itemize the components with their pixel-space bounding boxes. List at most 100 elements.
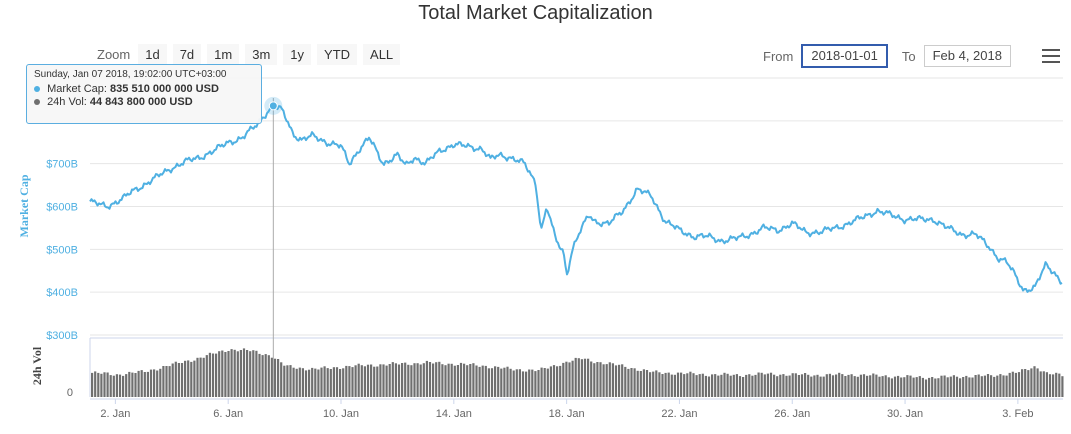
volume-bar [425,360,428,397]
volume-bar [1033,366,1036,397]
volume-bar [590,361,593,397]
volume-bar [270,357,273,397]
volume-bar [199,357,202,397]
volume-bar [962,377,965,397]
zoom-all-button[interactable]: ALL [363,44,401,65]
volume-bar [100,373,103,397]
y-tick-label: $600B [46,202,78,214]
volume-bar [165,366,168,397]
volume-bar [847,374,850,397]
volume-bar [137,370,140,397]
from-date-input[interactable]: 2018-01-01 [801,44,888,68]
volume-bar [903,377,906,397]
volume-bar [320,367,323,397]
volume-bar [971,377,974,397]
volume-bar [859,374,862,397]
volume-bar [323,366,326,397]
tooltip-volume-row: 24h Vol: 44 843 800 000 USD [34,96,254,108]
volume-bar [273,358,277,397]
volume-bar [655,370,658,397]
volume-bar [112,375,115,397]
zoom-1m-button[interactable]: 1m [207,44,240,65]
volume-bar [481,365,484,397]
volume-bar [552,365,556,397]
volume-bar [215,353,218,397]
volume-bar [218,351,221,397]
volume-bar [339,369,342,397]
from-label: From [763,48,794,64]
zoom-1y-button[interactable]: 1y [283,44,312,65]
volume-bar [1061,376,1064,397]
volume-bar [571,360,574,397]
volume-bar [658,372,661,397]
volume-bar [230,349,233,397]
volume-bar [1042,371,1045,397]
volume-bar [543,368,546,397]
volume-bar [525,371,528,397]
volume-bar [348,366,351,397]
volume-bar [211,353,215,397]
volume-bar [862,374,866,397]
volume-bar [692,373,695,397]
volume-bar [500,368,503,397]
volume-bar [221,350,224,397]
volume-bar [410,365,413,397]
volume-bar [314,368,317,397]
market-cap-line [89,104,1063,293]
volume-bar [850,374,853,397]
volume-bar [835,374,838,397]
volume-bar [357,363,360,397]
volume-bar [407,364,410,397]
volume-bar [267,355,270,397]
volume-bar [370,364,373,397]
volume-bar [937,378,940,397]
volume-bar [788,375,791,397]
volume-bar [432,363,435,397]
to-label: To [901,48,916,64]
volume-bar [1045,372,1048,397]
volume-bar [707,376,711,397]
volume-bar [636,370,639,397]
volume-bar [497,366,500,397]
volume-bar [893,376,897,397]
volume-bar [965,375,968,397]
volume-bar [928,377,931,397]
volume-bar [887,377,890,397]
volume-axis-title: 24h Vol [30,346,44,385]
volume-bar [742,377,745,397]
volume-bar [621,364,624,397]
zoom-bar: Zoom 1d 7d 1m 3m 1y YTD ALL [97,44,401,65]
volume-bar [599,362,602,397]
x-tick-label: 18. Jan [549,408,585,420]
volume-bar [311,367,314,397]
hamburger-menu-icon[interactable] [1042,49,1060,63]
volume-bar [577,358,580,397]
zoom-ytd-button[interactable]: YTD [317,44,358,65]
to-date-input[interactable]: Feb 4, 2018 [923,45,1011,67]
zoom-3m-button[interactable]: 3m [245,44,278,65]
volume-bar [534,371,537,397]
tooltip-date: Sunday, Jan 07 2018, 19:02:00 UTC+03:00 [34,69,227,80]
volume-bar [162,366,165,397]
volume-bar [608,362,611,397]
volume-bar [754,374,757,397]
volume-bar [587,358,590,397]
volume-bar [1002,375,1005,397]
volume-bar [738,376,742,397]
volume-bar [909,375,912,397]
zoom-7d-button[interactable]: 7d [172,44,202,65]
volume-bar [872,373,875,397]
volume-bar [376,366,379,397]
volume-bar [444,365,447,397]
volume-bar [639,371,642,397]
volume-bar [943,375,946,397]
volume-bar [980,376,983,397]
volume-bar [478,366,481,397]
volume-bar [701,373,704,397]
highlight-point [268,101,278,111]
zoom-1d-button[interactable]: 1d [138,44,167,65]
volume-bar [844,376,847,397]
volume-bar [841,374,844,397]
y-tick-label: $300B [46,330,78,342]
